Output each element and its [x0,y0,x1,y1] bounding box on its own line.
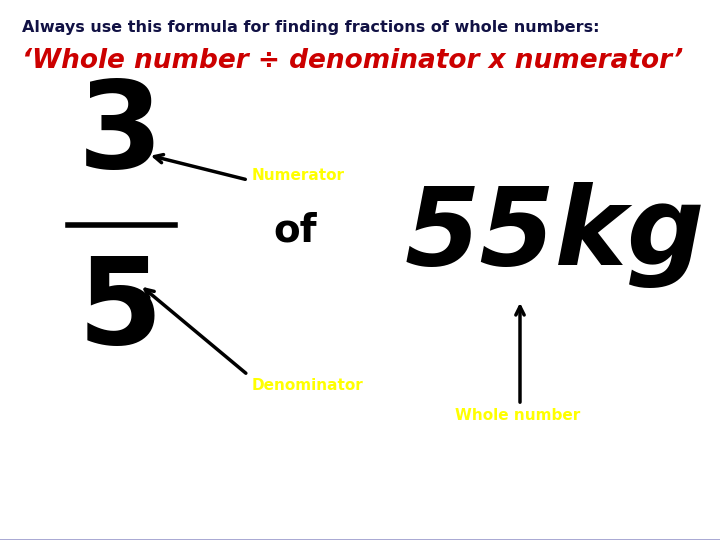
Text: Denominator: Denominator [252,378,364,393]
Text: Numerator: Numerator [252,167,345,183]
Text: Whole number: Whole number [455,408,580,423]
Text: 55kg: 55kg [405,182,706,288]
Text: Always use this formula for finding fractions of whole numbers:: Always use this formula for finding frac… [22,20,600,35]
Text: of: of [274,211,317,249]
Text: ‘Whole number ÷ denominator x numerator’: ‘Whole number ÷ denominator x numerator’ [22,48,683,74]
Text: 3: 3 [78,77,163,193]
Text: 5: 5 [78,252,163,368]
